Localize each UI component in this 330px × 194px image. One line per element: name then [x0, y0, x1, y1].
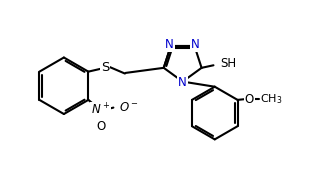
Text: N: N	[191, 38, 200, 51]
Text: $O^-$: $O^-$	[118, 101, 138, 114]
Text: N: N	[178, 76, 187, 89]
Text: SH: SH	[220, 57, 236, 70]
Text: $N^+$: $N^+$	[91, 102, 110, 118]
Text: O: O	[245, 93, 254, 106]
Text: O: O	[96, 120, 105, 133]
Text: N: N	[165, 38, 174, 51]
Text: CH$_3$: CH$_3$	[260, 92, 282, 106]
Text: S: S	[101, 61, 109, 74]
